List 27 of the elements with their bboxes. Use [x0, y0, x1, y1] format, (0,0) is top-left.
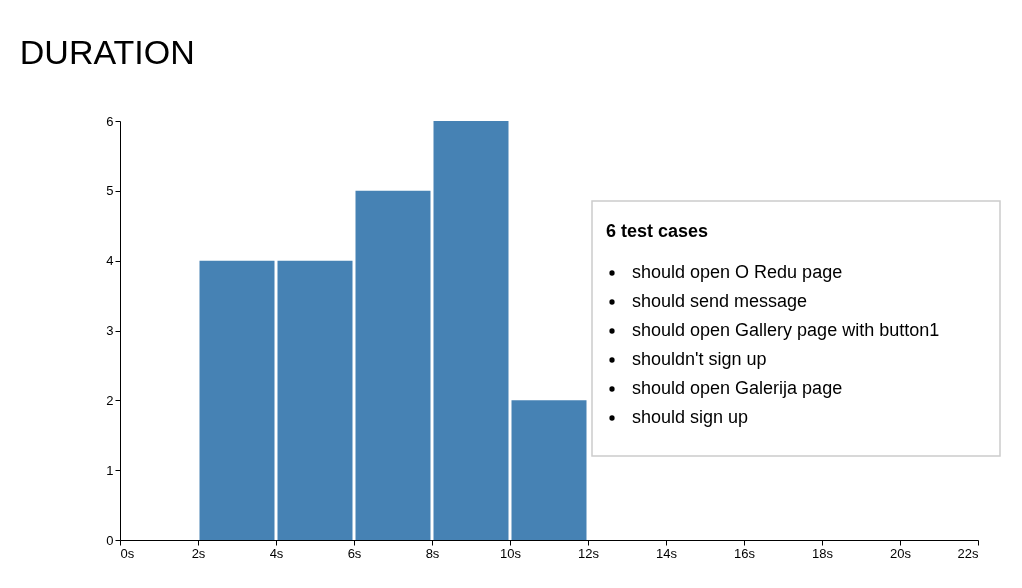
x-tick-label: 0s: [120, 545, 135, 561]
y-tick-label: 4: [106, 253, 114, 269]
y-tick-label: 2: [106, 392, 114, 408]
y-tick-label: 5: [106, 183, 114, 199]
y-tick-label: 1: [106, 462, 114, 478]
x-tick-label: 22s: [957, 545, 979, 561]
annotation: should sign up: [632, 407, 749, 427]
x-tick-label: 6s: [347, 545, 362, 561]
annotation: should open Gallery page with button1: [632, 320, 940, 340]
y-tick-label: 3: [106, 323, 114, 338]
y-tick-label: 6: [106, 113, 114, 129]
annotation: should open Galerija page: [632, 378, 843, 398]
x-tick-label: 20s: [890, 545, 912, 561]
x-tick-label: 16s: [734, 545, 756, 561]
x-tick-label: 10s: [500, 545, 522, 561]
annotation: should open O Redu page: [632, 262, 843, 282]
x-tick-label: 2s: [191, 545, 206, 561]
x-tick-label: 4s: [269, 545, 284, 561]
annotation: shouldn't sign up: [632, 349, 767, 369]
x-tick-label: 18s: [812, 545, 834, 561]
chart-title: DURATION: [19, 33, 195, 71]
x-tick-label: 8s: [425, 545, 440, 561]
x-tick-label: 14s: [656, 545, 678, 561]
y-tick-label: 0: [106, 532, 114, 548]
annotation: 6 test cases: [606, 221, 709, 241]
annotation: should send message: [632, 291, 808, 311]
x-tick-label: 12s: [578, 545, 600, 561]
